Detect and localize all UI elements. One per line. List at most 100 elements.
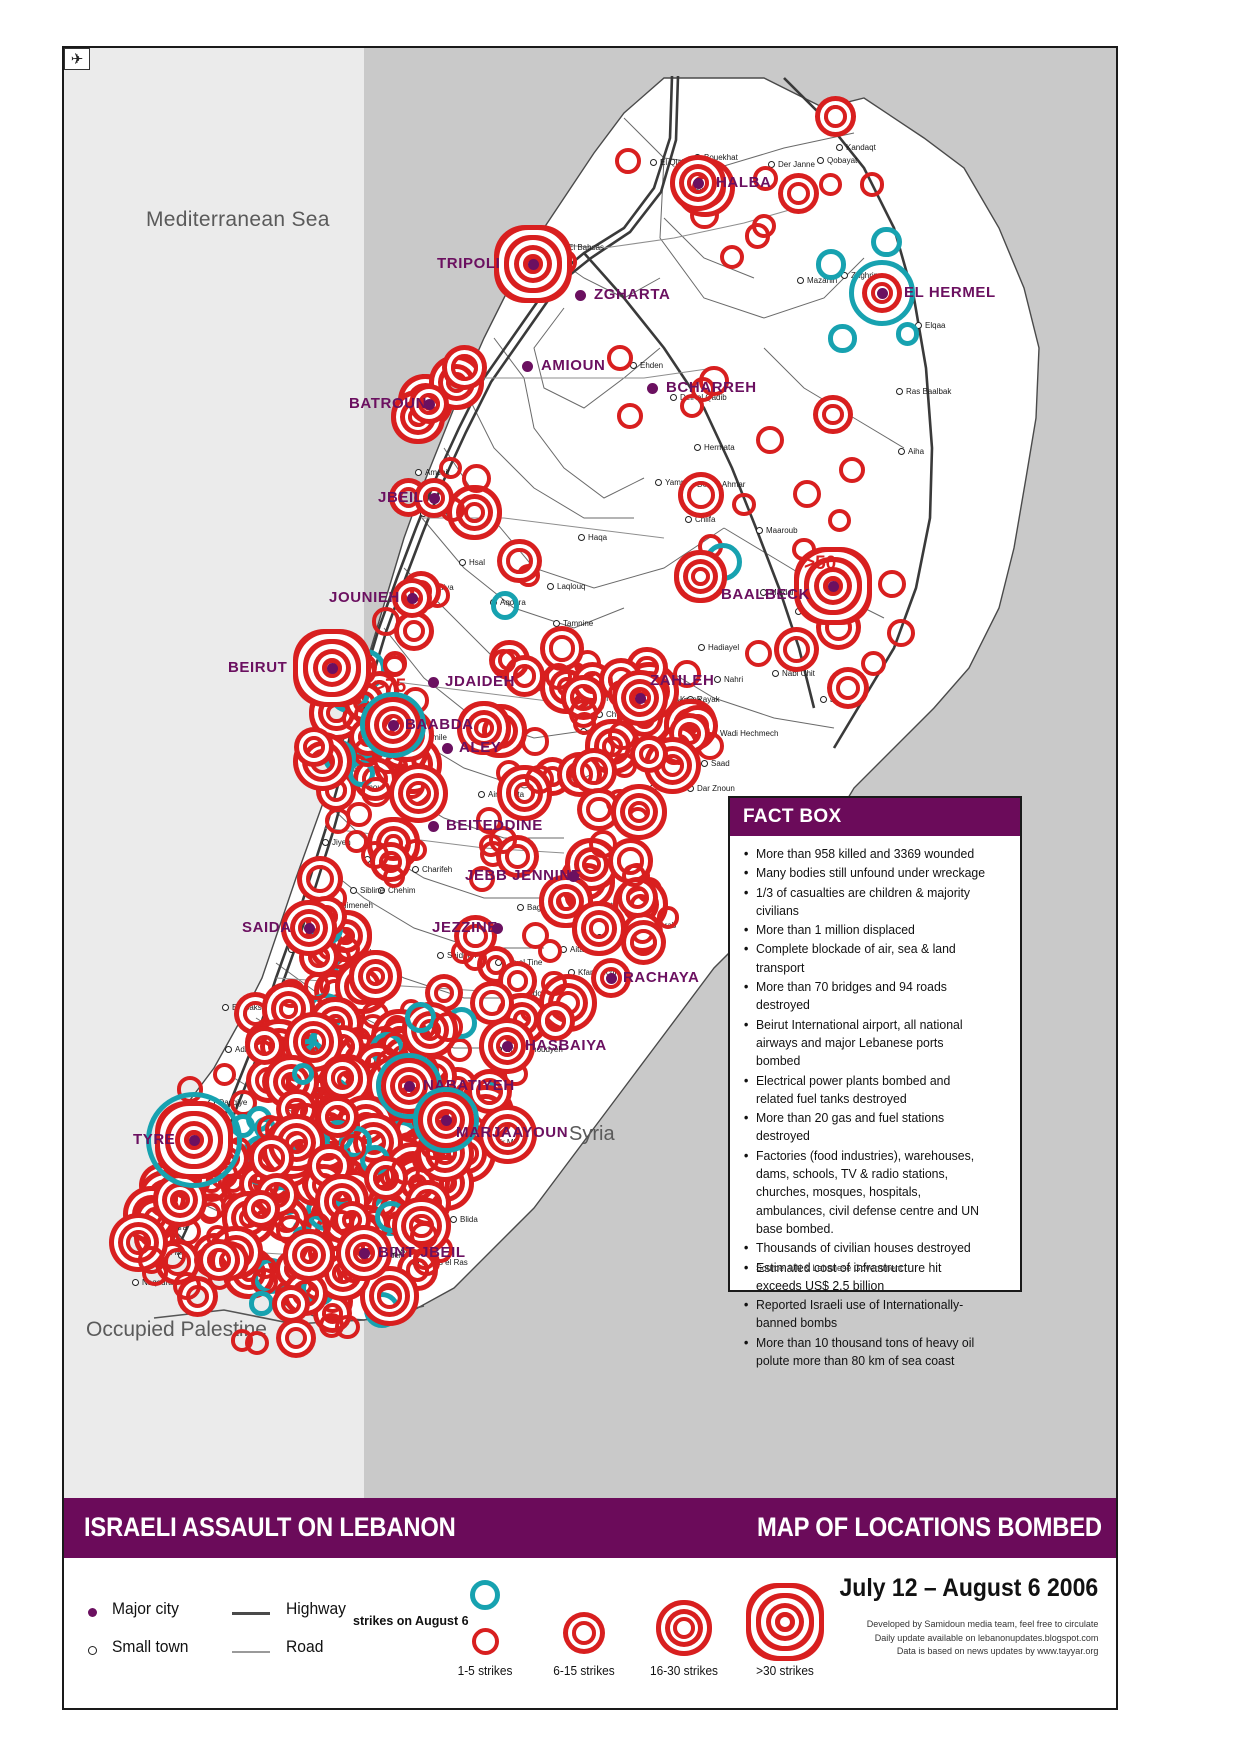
- strike-marker-1-5[interactable]: [213, 1062, 236, 1086]
- strike-marker-16-30[interactable]: [169, 1189, 191, 1210]
- small-town-marker[interactable]: [288, 946, 295, 953]
- strike-marker-over-30[interactable]: [523, 254, 543, 274]
- strike-marker-1-5[interactable]: [390, 1155, 421, 1186]
- small-town-marker[interactable]: [836, 144, 843, 151]
- strike-marker-1-5[interactable]: [410, 1221, 438, 1249]
- strike-marker-1-5[interactable]: [206, 1225, 230, 1248]
- strike-marker-6-15[interactable]: [414, 1189, 443, 1217]
- strike-marker-6-15[interactable]: [580, 757, 608, 785]
- strike-marker-16-30[interactable]: [353, 1242, 375, 1264]
- strike-marker-1-5[interactable]: [221, 1173, 249, 1201]
- small-town-marker[interactable]: [694, 154, 701, 161]
- strike-marker-1-5[interactable]: [173, 1218, 201, 1245]
- strike-marker-6-15[interactable]: [821, 403, 844, 426]
- map-canvas[interactable]: Mediterranean Sea Occupied Palestine Syr…: [64, 48, 1116, 1498]
- aug6-strike-marker[interactable]: [490, 591, 520, 620]
- strike-marker-1-5[interactable]: [294, 1103, 319, 1128]
- strike-marker-16-30[interactable]: [628, 800, 651, 823]
- strike-marker-16-30[interactable]: [300, 1029, 327, 1056]
- small-town-marker[interactable]: [797, 277, 804, 284]
- small-town-marker[interactable]: [694, 444, 701, 451]
- small-town-marker[interactable]: [650, 159, 657, 166]
- strike-marker-1-5[interactable]: [839, 457, 866, 484]
- strike-marker-6-15[interactable]: [402, 619, 425, 642]
- small-town-marker[interactable]: [412, 866, 419, 873]
- small-town-marker[interactable]: [820, 696, 827, 703]
- small-town-marker[interactable]: [685, 516, 692, 523]
- major-city-marker[interactable]: [647, 383, 658, 394]
- strike-marker-6-15[interactable]: [463, 923, 488, 948]
- aug6-strike-marker[interactable]: [870, 226, 902, 258]
- strike-marker-6-15[interactable]: [243, 1001, 269, 1027]
- small-town-marker[interactable]: [687, 696, 694, 703]
- strike-marker-6-15[interactable]: [506, 547, 534, 575]
- small-town-marker[interactable]: [650, 784, 657, 791]
- small-town-marker[interactable]: [415, 469, 422, 476]
- strike-marker-6-15[interactable]: [523, 233, 545, 255]
- small-town-marker[interactable]: [132, 1279, 139, 1286]
- strike-marker-over-30[interactable]: [823, 576, 843, 596]
- strike-marker-16-30[interactable]: [464, 502, 485, 523]
- strike-marker-1-5[interactable]: [878, 569, 907, 598]
- strike-marker-6-15[interactable]: [280, 1293, 302, 1315]
- strike-marker-1-5[interactable]: [524, 764, 554, 794]
- strike-marker-1-5[interactable]: [360, 840, 390, 870]
- strike-marker-6-15[interactable]: [250, 1199, 271, 1220]
- small-town-marker[interactable]: [701, 760, 708, 767]
- small-town-marker[interactable]: [670, 394, 677, 401]
- strike-marker-1-5[interactable]: [302, 1211, 331, 1241]
- strike-marker-16-30[interactable]: [556, 991, 581, 1016]
- strike-marker-16-30[interactable]: [298, 917, 320, 939]
- aug6-strike-marker[interactable]: [291, 1063, 314, 1086]
- major-city-marker[interactable]: [502, 1041, 513, 1052]
- strike-marker-6-15[interactable]: [401, 587, 423, 609]
- strike-marker-6-15[interactable]: [314, 904, 338, 928]
- aug6-strike-marker[interactable]: [828, 324, 857, 353]
- small-town-marker[interactable]: [350, 887, 357, 894]
- strike-marker-1-5[interactable]: [349, 658, 376, 686]
- strike-marker-1-5[interactable]: [173, 1271, 201, 1300]
- strike-marker-1-5[interactable]: [495, 760, 522, 787]
- strike-marker-1-5[interactable]: [886, 618, 916, 648]
- aug6-strike-marker[interactable]: [404, 1001, 436, 1033]
- strike-marker-16-30[interactable]: [513, 1009, 532, 1028]
- strike-marker-1-5[interactable]: [340, 1134, 367, 1161]
- strike-marker-1-5[interactable]: [447, 1037, 472, 1063]
- strike-marker-1-5[interactable]: [451, 940, 475, 965]
- strike-marker-16-30[interactable]: [384, 834, 403, 853]
- major-city-marker[interactable]: [492, 923, 503, 934]
- strike-marker-1-5[interactable]: [303, 973, 331, 1000]
- strike-marker-1-5[interactable]: [230, 1089, 257, 1117]
- major-city-marker[interactable]: [693, 178, 704, 189]
- strike-marker-1-5[interactable]: [198, 1201, 222, 1225]
- major-city-marker[interactable]: [404, 1081, 415, 1092]
- strike-marker-1-5[interactable]: [475, 807, 503, 834]
- strike-marker-1-5[interactable]: [490, 649, 516, 674]
- aug6-strike-marker[interactable]: [470, 986, 509, 1024]
- small-town-marker[interactable]: [714, 676, 721, 683]
- strike-marker-1-5[interactable]: [382, 865, 405, 888]
- strike-marker-6-15[interactable]: [824, 105, 848, 128]
- strike-marker-6-15[interactable]: [512, 664, 537, 688]
- small-town-marker[interactable]: [437, 952, 444, 959]
- aug6-strike-marker[interactable]: [374, 1200, 408, 1234]
- strike-marker-1-5[interactable]: [438, 456, 462, 480]
- major-city-marker[interactable]: [606, 973, 617, 984]
- strike-marker-16-30[interactable]: [278, 998, 299, 1019]
- strike-marker-6-15[interactable]: [548, 635, 576, 662]
- strike-marker-1-5[interactable]: [469, 865, 496, 893]
- aug6-strike-marker[interactable]: [703, 543, 742, 582]
- strike-marker-1-5[interactable]: [690, 377, 716, 403]
- strike-marker-1-5[interactable]: [330, 1209, 354, 1233]
- strike-marker-1-5[interactable]: [345, 830, 368, 853]
- strike-marker-16-30[interactable]: [351, 975, 373, 997]
- strike-marker-6-15[interactable]: [871, 282, 893, 304]
- strike-marker-1-5[interactable]: [611, 752, 637, 778]
- strike-marker-16-30[interactable]: [325, 1014, 345, 1033]
- strike-marker-1-5[interactable]: [861, 650, 887, 676]
- small-town-marker[interactable]: [420, 510, 427, 517]
- strike-marker-16-30[interactable]: [382, 714, 404, 736]
- strike-marker-1-5[interactable]: [792, 537, 816, 562]
- strike-marker-6-15[interactable]: [284, 1326, 308, 1350]
- strike-marker-1-5[interactable]: [859, 172, 885, 197]
